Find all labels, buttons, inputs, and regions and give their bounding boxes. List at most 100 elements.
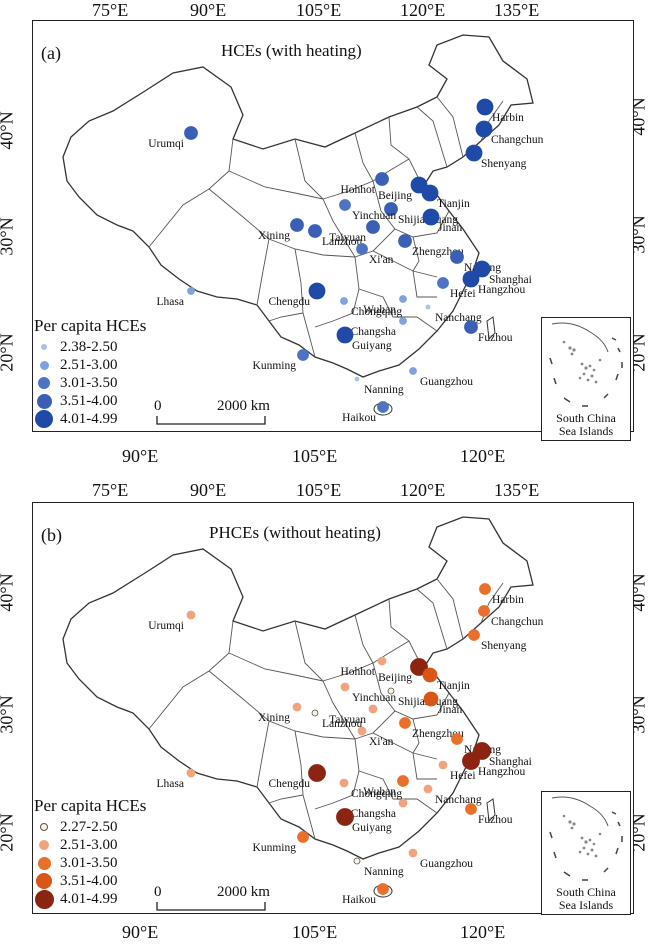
province-border (354, 132, 374, 182)
city-label: Hohhot (341, 184, 376, 196)
legend-item: 4.01-4.99 (34, 889, 146, 909)
scale-zero: 0 (154, 398, 162, 414)
bottom-lon-label: 90°E (122, 446, 159, 466)
city-label: Haikou (342, 412, 376, 424)
left-lat-label: 30°N (0, 217, 17, 256)
city-label: Changsha (351, 808, 396, 820)
top-lon-label: 135°E (494, 480, 540, 500)
bottom-lon-label: 105°E (292, 922, 338, 942)
city-marker (186, 610, 196, 620)
city-label: Xi'an (369, 254, 394, 266)
city-marker (421, 184, 439, 202)
city-marker (476, 98, 494, 116)
left-lat-label: 40°N (0, 111, 17, 150)
city-marker (377, 401, 389, 413)
legend-swatch (37, 856, 51, 870)
province-border (228, 652, 324, 682)
city-marker (186, 768, 196, 778)
city-label: Hohhot (341, 666, 376, 678)
map-frame: Harbin Changchun Shenyang Urumqi Hohhot Beiji… (32, 502, 634, 915)
city-label: Urumqi (148, 620, 184, 632)
city-marker (422, 208, 440, 226)
legend-item: 2.51-3.00 (34, 836, 146, 854)
city-marker (353, 857, 361, 865)
province-border (372, 250, 438, 278)
city-label: Tianjin (437, 680, 470, 692)
city-label: Lanzhou (322, 718, 362, 730)
city-label: Guiyang (352, 822, 392, 834)
scale-line (156, 902, 266, 911)
inset-map (549, 796, 623, 881)
city-marker (297, 349, 309, 361)
legend-rows: 2.38-2.50 2.51-3.00 3.01-3.50 3.51-4.00 … (34, 338, 146, 428)
city-marker (336, 808, 354, 826)
city-label: Guangzhou (420, 858, 473, 870)
city-label: Yinchuan (352, 210, 396, 222)
city-label: Shenyang (481, 640, 527, 652)
city-label: Hangzhou (478, 766, 526, 778)
city-marker (473, 260, 491, 278)
city-label: Jinan (438, 222, 463, 234)
province-border (208, 188, 356, 258)
legend-item: 3.01-3.50 (34, 374, 146, 392)
city-marker (468, 629, 480, 641)
panel-letter: (a) (41, 43, 61, 63)
city-label: Chongqing (351, 788, 402, 800)
city-marker (450, 250, 464, 264)
city-marker (399, 317, 407, 325)
scale-line (156, 416, 266, 425)
city-label: Nanchang (435, 794, 482, 806)
left-lat-label: 20°N (0, 813, 17, 852)
legend-item: 2.51-3.00 (34, 356, 146, 374)
left-lat-label: 40°N (0, 573, 17, 612)
city-label: Lanzhou (322, 236, 362, 248)
city-marker (397, 775, 409, 787)
top-lon-label: 75°E (92, 480, 129, 500)
legend-swatch (36, 873, 52, 889)
city-label: Taiyuan (329, 232, 366, 244)
city-marker (409, 367, 417, 375)
inset-label: South China Sea Islands (556, 885, 616, 912)
city-label: Chengdu (268, 296, 310, 308)
city-marker (479, 583, 491, 595)
scale-bar: 0 2000 km (154, 884, 270, 911)
top-lon-label: 135°E (494, 0, 540, 20)
top-lon-label: 105°E (296, 0, 342, 20)
city-label: Shanghai (489, 756, 532, 768)
city-label: Changsha (351, 326, 396, 338)
legend-swatch (40, 823, 48, 831)
province-border (358, 770, 438, 814)
city-marker (290, 218, 304, 232)
left-lat-label: 20°N (0, 333, 17, 372)
province-border (268, 312, 304, 322)
city-marker (308, 282, 326, 300)
city-marker (384, 202, 398, 216)
city-label: Nanning (364, 866, 404, 878)
top-lon-label: 105°E (296, 480, 342, 500)
city-marker (451, 733, 463, 745)
city-marker (399, 717, 411, 729)
city-marker (187, 287, 195, 295)
legend-item: 2.38-2.50 (34, 338, 146, 356)
city-label: Xining (258, 230, 290, 242)
city-marker (437, 277, 449, 289)
city-label: Xi'an (369, 736, 394, 748)
top-lon-label: 120°E (400, 0, 446, 20)
city-label: Hefei (450, 770, 476, 782)
city-marker (462, 752, 480, 770)
legend-rows: 2.27-2.50 2.51-3.00 3.01-3.50 3.51-4.00 … (34, 818, 146, 909)
province-border (314, 256, 360, 328)
bottom-lon-label: 120°E (460, 446, 506, 466)
province-border (372, 662, 450, 720)
city-label: Harbin (492, 112, 524, 124)
city-label: Urumqi (148, 138, 184, 150)
city-marker (308, 224, 322, 238)
china-map-svg: Harbin Changchun Shenyang Urumqi Hohhot Beiji… (62, 516, 544, 906)
province-border (256, 238, 270, 306)
city-marker (464, 320, 478, 334)
province-border (294, 730, 316, 840)
city-label: Yinchuan (352, 692, 396, 704)
city-label: Haikou (342, 894, 376, 906)
china-outline (62, 516, 534, 860)
city-marker (399, 295, 407, 303)
